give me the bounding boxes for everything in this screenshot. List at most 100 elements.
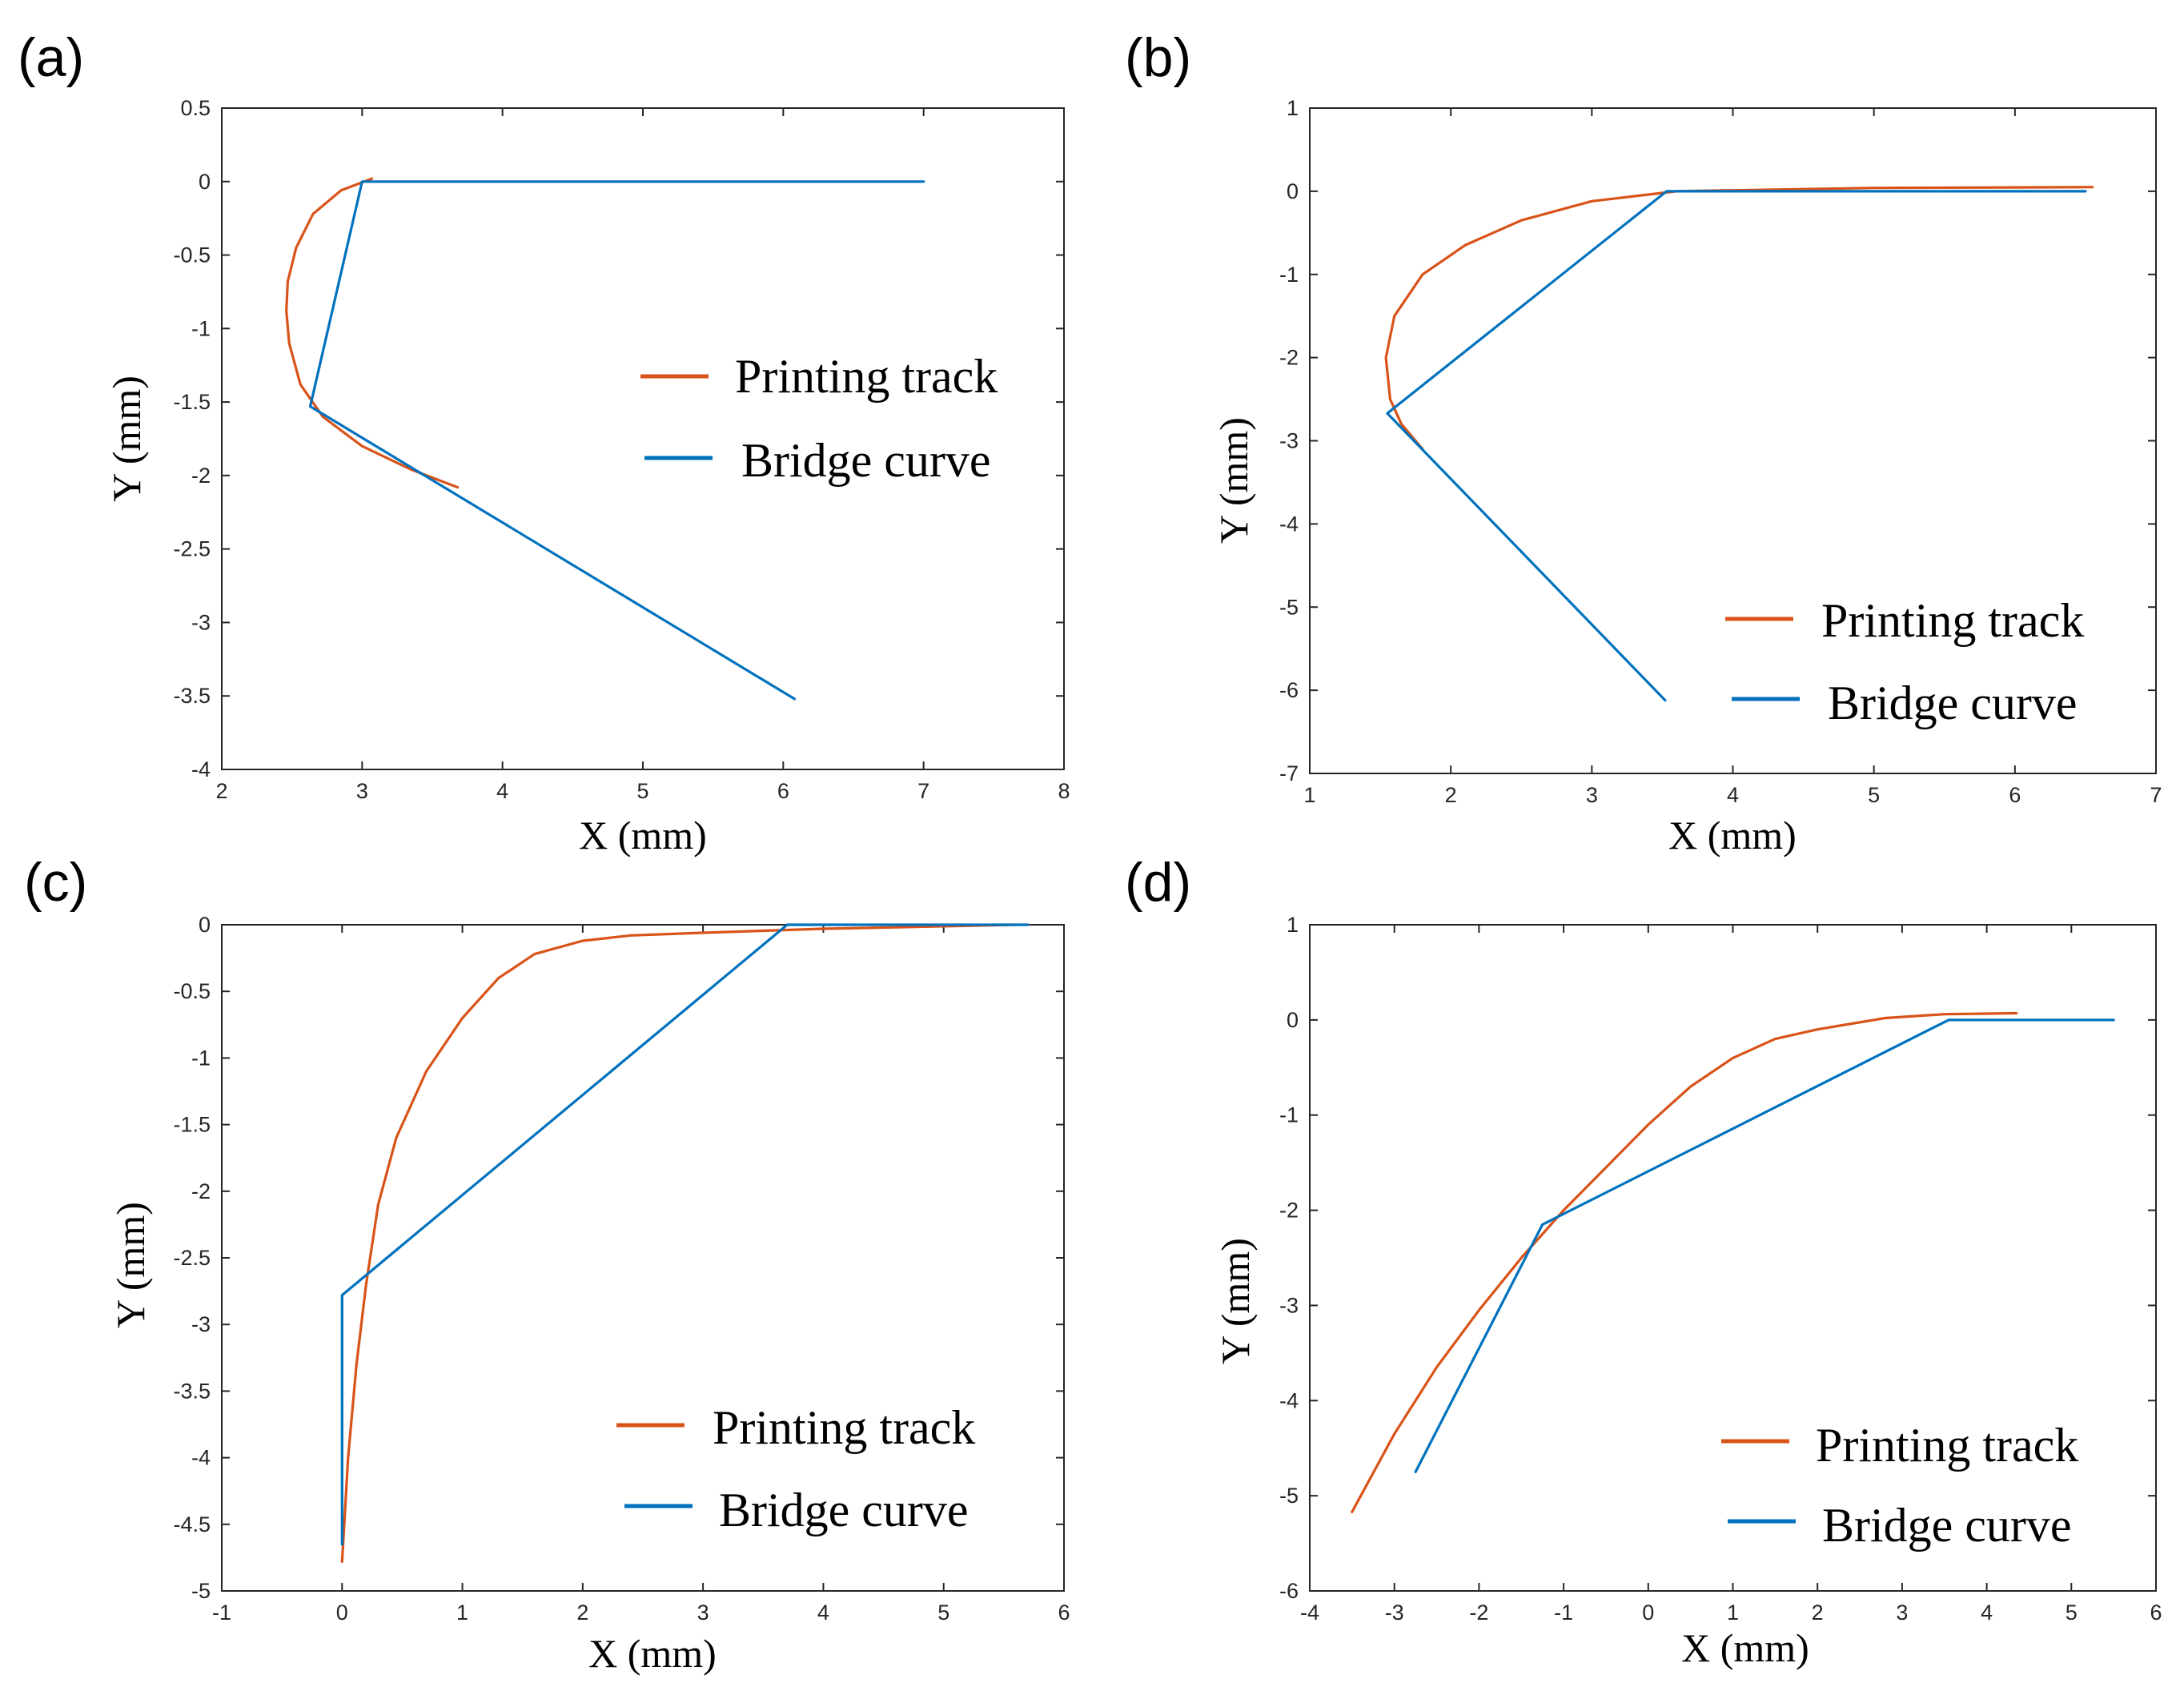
y-axis-label: Y (mm) [1213,1238,1258,1364]
panel-c: (c) -1 0 1 2 3 4 5 6 0 -0.5 -1 -1.5 -2 -2.5 -3 -3.5 -4 -4… [24,852,1070,1676]
panel-label: (d) [1125,852,1191,913]
y-tick-label: -2 [191,1179,211,1203]
panel-label: (a) [18,27,84,88]
x-tick-label: 6 [1058,1601,1070,1625]
x-tick-label: 5 [1868,783,1880,807]
y-tick-label: 1 [1287,913,1299,937]
y-tick-label: -3 [191,610,211,634]
x-tick-label: 1 [1303,783,1315,807]
x-tick-label: 4 [1727,783,1739,807]
y-tick-label: -6 [1279,1579,1299,1603]
x-tick-label: 8 [1058,779,1070,803]
y-tick-label: -4 [191,757,211,781]
y-tick-label: 0 [199,170,211,194]
x-tick-label: 0 [336,1601,348,1625]
y-tick-label: -4 [1279,1388,1299,1412]
series-line-printing-track [1351,1011,2018,1513]
x-tick-label: -1 [1554,1601,1573,1625]
x-tick-label: 7 [2150,783,2162,807]
y-tick-label: -4 [191,1446,211,1470]
x-tick-label: 7 [917,779,929,803]
y-tick-label: -3 [1279,1293,1299,1317]
y-tick-label: 1 [1287,96,1299,120]
y-tick-label: -1.5 [173,1113,211,1137]
x-tick-label: 4 [496,779,508,803]
x-tick-label: 6 [2150,1601,2162,1625]
y-tick-label: -1 [1279,263,1299,287]
x-tick-label: 2 [576,1601,588,1625]
y-tick-label: -5 [1279,1484,1299,1508]
panel-d: (d) -4 -3 -2 -1 0 1 2 3 4 5 6 1 0 -1 -2 -3 -4 -5 -6 X (mm)… [1125,852,2162,1670]
legend-label-printing-track: Printing track [735,350,998,403]
x-axis-label: X (mm) [1681,1625,1809,1670]
y-axis-label: Y (mm) [1211,417,1256,544]
legend: Printing track Bridge curve [616,1401,975,1536]
x-axis-label: X (mm) [579,813,707,858]
x-tick-label: 1 [456,1601,468,1625]
x-tick-label: -3 [1385,1601,1404,1625]
x-tick-label: 0 [1642,1601,1654,1625]
legend-label-printing-track: Printing track [713,1401,975,1454]
plot-area [221,924,1065,1592]
x-tick-label: 2 [1812,1601,1824,1625]
y-tick-label: -0.5 [173,243,211,267]
legend-label-printing-track: Printing track [1821,594,2084,647]
legend-label-bridge-curve: Bridge curve [1822,1499,2072,1552]
legend-label-bridge-curve: Bridge curve [741,434,991,487]
marks-layer: -1 0 1 2 3 4 5 6 0 -0.5 -1 -1.5 -2 -2.5 -3 -3.5 -4 -4.5 -5 [173,913,1070,1625]
legend: Printing track Bridge curve [1721,1419,2078,1552]
y-tick-label: -1.5 [173,390,211,414]
x-axis-label: X (mm) [588,1631,717,1676]
legend: Printing track Bridge curve [1725,594,2084,729]
y-tick-label: -2 [1279,1199,1299,1223]
legend-label-bridge-curve: Bridge curve [1828,677,2078,729]
y-axis-label: Y (mm) [108,1202,153,1328]
y-tick-label: -3 [191,1312,211,1336]
panel-b: (b) 1 2 3 4 5 6 7 1 0 -1 -2 -3 -4 -5 -6 -7 X (mm) Y (mm… [1125,27,2162,858]
x-tick-label: -2 [1469,1601,1488,1625]
x-tick-label: 3 [356,779,368,803]
x-tick-label: 4 [1981,1601,1993,1625]
y-tick-label: -2.5 [173,1246,211,1270]
x-tick-label: 3 [697,1601,709,1625]
x-tick-label: 4 [817,1601,829,1625]
y-tick-label: -2.5 [173,537,211,561]
y-tick-label: -4.5 [173,1512,211,1536]
y-tick-label: -1 [191,1046,211,1070]
series-line-bridge-curve [1386,190,2087,702]
legend-label-printing-track: Printing track [1816,1419,2078,1472]
legend-label-bridge-curve: Bridge curve [719,1484,969,1536]
x-tick-label: 3 [1896,1601,1908,1625]
y-tick-label: 0 [199,913,211,937]
y-tick-label: 0 [1287,179,1299,203]
series-line-bridge-curve [308,180,925,701]
x-tick-label: -1 [212,1601,231,1625]
x-tick-label: 3 [1586,783,1598,807]
panel-label: (c) [24,852,87,913]
x-tick-label: -4 [1300,1601,1319,1625]
series-line-printing-track [340,923,1018,1564]
y-tick-label: -0.5 [173,979,211,1003]
y-tick-label: -5 [1279,595,1299,619]
series-line-bridge-curve [340,923,1030,1546]
x-tick-label: 5 [636,779,648,803]
y-tick-label: -2 [1279,346,1299,370]
x-tick-label: 2 [215,779,227,803]
y-tick-label: -1 [191,316,211,340]
y-tick-label: -3.5 [173,1379,211,1403]
plot-area [1309,107,2157,774]
y-tick-label: -3.5 [173,684,211,708]
x-tick-label: 5 [937,1601,949,1625]
plot-area [1309,924,2157,1592]
y-tick-label: 0 [1287,1008,1299,1032]
y-tick-label: 0.5 [180,96,211,120]
x-tick-label: 6 [777,779,789,803]
y-tick-label: -6 [1279,678,1299,702]
y-tick-label: -3 [1279,429,1299,453]
y-tick-label: -1 [1279,1103,1299,1127]
marks-layer: 1 2 3 4 5 6 7 1 0 -1 -2 -3 -4 -5 -6 -7 [1279,96,2162,807]
legend: Printing track Bridge curve [640,350,998,487]
panel-label: (b) [1125,27,1191,88]
x-axis-label: X (mm) [1668,813,1797,858]
